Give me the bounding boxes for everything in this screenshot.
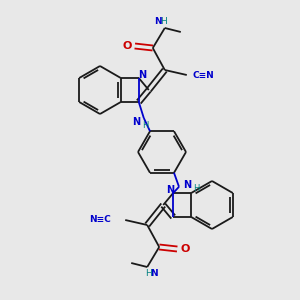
Text: H: H: [142, 122, 149, 130]
Text: N≡C: N≡C: [89, 215, 111, 224]
Text: N: N: [154, 17, 162, 26]
Text: N: N: [150, 268, 158, 278]
Text: N: N: [138, 70, 146, 80]
Text: H: H: [193, 184, 199, 193]
Text: H: H: [145, 268, 152, 278]
Text: O: O: [122, 41, 131, 51]
Text: N: N: [183, 180, 191, 190]
Text: H: H: [160, 17, 167, 26]
Text: N: N: [166, 185, 174, 195]
Text: O: O: [181, 244, 190, 254]
Text: N: N: [132, 117, 140, 127]
Text: C≡N: C≡N: [193, 70, 214, 80]
